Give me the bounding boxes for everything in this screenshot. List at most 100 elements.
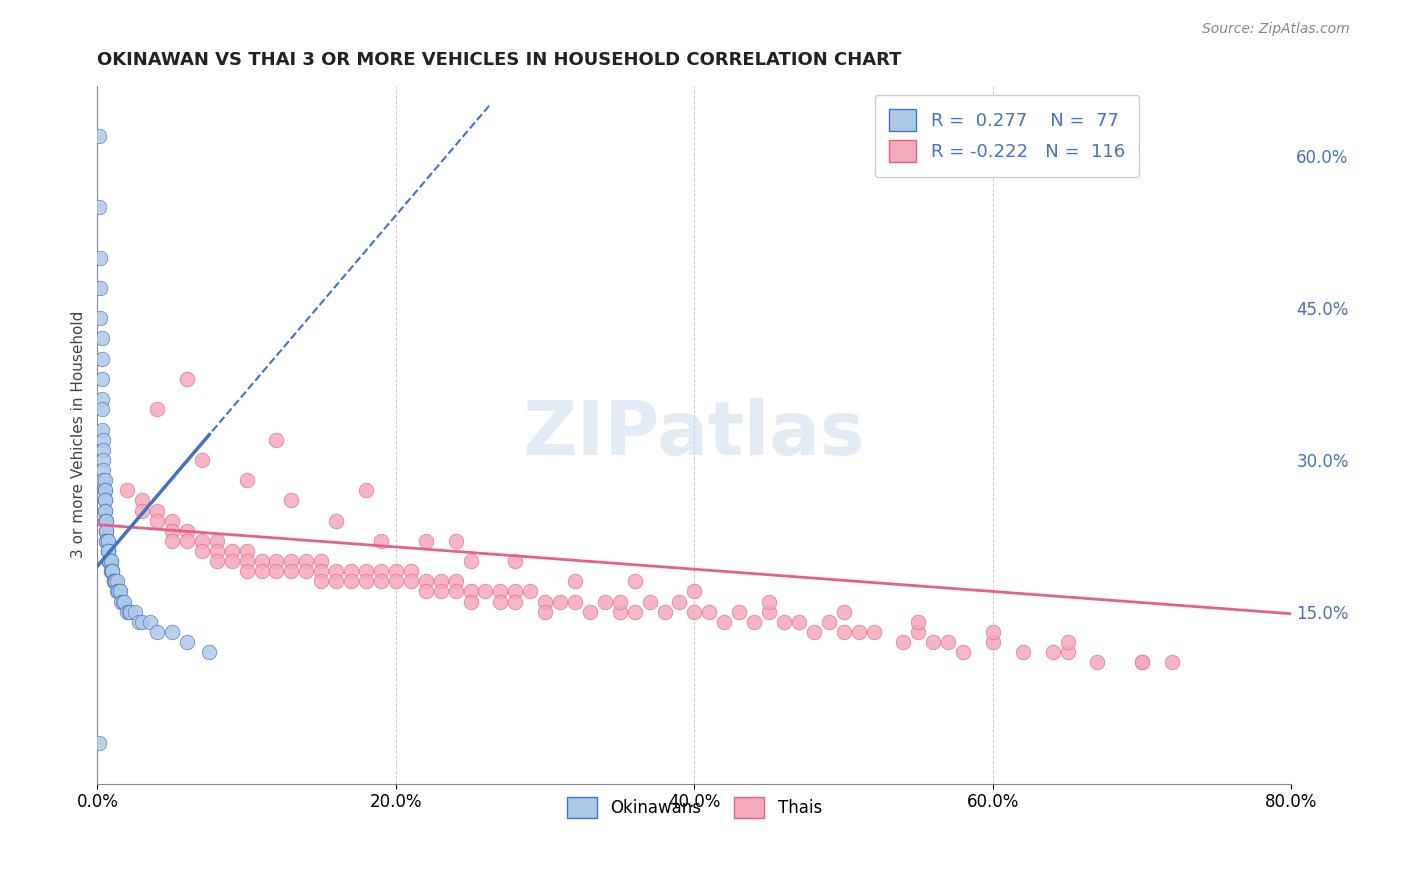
Point bbox=[593, 594, 616, 608]
Point bbox=[100, 564, 122, 578]
Point bbox=[94, 493, 117, 508]
Point bbox=[120, 605, 142, 619]
Point bbox=[97, 533, 120, 548]
Point bbox=[325, 574, 347, 589]
Point bbox=[534, 594, 557, 608]
Point bbox=[385, 574, 408, 589]
Point bbox=[131, 493, 153, 508]
Point bbox=[489, 594, 512, 608]
Point bbox=[503, 594, 526, 608]
Point bbox=[87, 736, 110, 750]
Point bbox=[370, 564, 392, 578]
Point bbox=[98, 554, 121, 568]
Point bbox=[519, 584, 541, 599]
Point bbox=[250, 564, 273, 578]
Point bbox=[176, 372, 198, 386]
Point bbox=[309, 564, 332, 578]
Text: OKINAWAN VS THAI 3 OR MORE VEHICLES IN HOUSEHOLD CORRELATION CHART: OKINAWAN VS THAI 3 OR MORE VEHICLES IN H… bbox=[97, 51, 901, 69]
Point bbox=[90, 351, 112, 366]
Point bbox=[1130, 655, 1153, 669]
Point bbox=[907, 615, 929, 629]
Point bbox=[205, 544, 228, 558]
Point bbox=[415, 574, 437, 589]
Point bbox=[103, 574, 125, 589]
Point bbox=[250, 554, 273, 568]
Point bbox=[235, 554, 257, 568]
Point bbox=[266, 554, 288, 568]
Point bbox=[105, 584, 128, 599]
Point bbox=[90, 331, 112, 345]
Point bbox=[936, 635, 959, 649]
Text: ZIPatlas: ZIPatlas bbox=[523, 398, 866, 471]
Point bbox=[115, 483, 138, 498]
Point bbox=[564, 594, 586, 608]
Point bbox=[160, 533, 183, 548]
Point bbox=[907, 624, 929, 639]
Point bbox=[221, 544, 243, 558]
Point bbox=[1056, 645, 1078, 659]
Point bbox=[474, 584, 496, 599]
Point bbox=[96, 533, 118, 548]
Point bbox=[115, 605, 138, 619]
Point bbox=[280, 493, 302, 508]
Point bbox=[146, 624, 169, 639]
Point bbox=[104, 574, 127, 589]
Point bbox=[1130, 655, 1153, 669]
Point bbox=[98, 554, 121, 568]
Point bbox=[385, 564, 408, 578]
Point bbox=[1087, 655, 1109, 669]
Point bbox=[96, 533, 118, 548]
Point bbox=[91, 473, 114, 487]
Point bbox=[100, 554, 122, 568]
Point bbox=[489, 584, 512, 599]
Point bbox=[221, 554, 243, 568]
Point bbox=[97, 533, 120, 548]
Point bbox=[118, 605, 141, 619]
Point bbox=[280, 554, 302, 568]
Point bbox=[96, 524, 118, 538]
Point bbox=[742, 615, 765, 629]
Point bbox=[160, 514, 183, 528]
Y-axis label: 3 or more Vehicles in Household: 3 or more Vehicles in Household bbox=[72, 311, 86, 558]
Point bbox=[460, 554, 482, 568]
Point bbox=[623, 574, 645, 589]
Point bbox=[370, 533, 392, 548]
Point bbox=[191, 453, 214, 467]
Point bbox=[683, 584, 706, 599]
Point bbox=[96, 524, 118, 538]
Point bbox=[579, 605, 602, 619]
Point bbox=[354, 564, 377, 578]
Point bbox=[100, 564, 122, 578]
Point bbox=[832, 605, 855, 619]
Point bbox=[103, 574, 125, 589]
Point bbox=[623, 605, 645, 619]
Point bbox=[94, 483, 117, 498]
Point bbox=[124, 605, 146, 619]
Point bbox=[699, 605, 721, 619]
Point bbox=[832, 624, 855, 639]
Point bbox=[415, 584, 437, 599]
Point bbox=[1056, 635, 1078, 649]
Point bbox=[444, 533, 467, 548]
Point bbox=[668, 594, 690, 608]
Point bbox=[97, 544, 120, 558]
Point bbox=[773, 615, 796, 629]
Point bbox=[787, 615, 810, 629]
Point bbox=[609, 594, 631, 608]
Point bbox=[112, 594, 135, 608]
Point bbox=[205, 533, 228, 548]
Point bbox=[235, 473, 257, 487]
Point bbox=[108, 584, 131, 599]
Point bbox=[1161, 655, 1184, 669]
Point bbox=[89, 311, 111, 326]
Point bbox=[128, 615, 150, 629]
Legend: Okinawans, Thais: Okinawans, Thais bbox=[560, 790, 828, 824]
Point bbox=[87, 129, 110, 144]
Point bbox=[101, 564, 124, 578]
Point bbox=[101, 564, 124, 578]
Point bbox=[205, 554, 228, 568]
Point bbox=[91, 442, 114, 457]
Point bbox=[98, 554, 121, 568]
Point bbox=[922, 635, 945, 649]
Point bbox=[103, 574, 125, 589]
